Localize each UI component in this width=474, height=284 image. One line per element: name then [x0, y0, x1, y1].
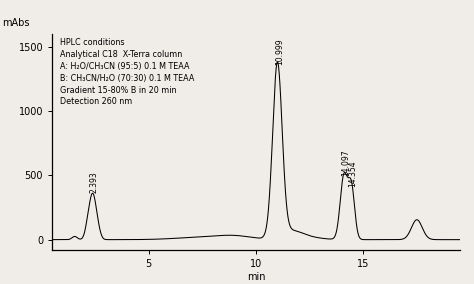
Text: 14.354: 14.354 [349, 160, 358, 187]
Text: 10.999: 10.999 [275, 39, 284, 65]
Text: mAbs: mAbs [2, 18, 30, 28]
X-axis label: min: min [246, 272, 265, 282]
Text: 14.097: 14.097 [341, 149, 350, 176]
Text: HPLC conditions
Analytical C18  X-Terra column
A: H₂O/CH₃CN (95:5) 0.1 M TEAA
B:: HPLC conditions Analytical C18 X-Terra c… [60, 38, 195, 106]
Text: 2.393: 2.393 [90, 171, 99, 193]
